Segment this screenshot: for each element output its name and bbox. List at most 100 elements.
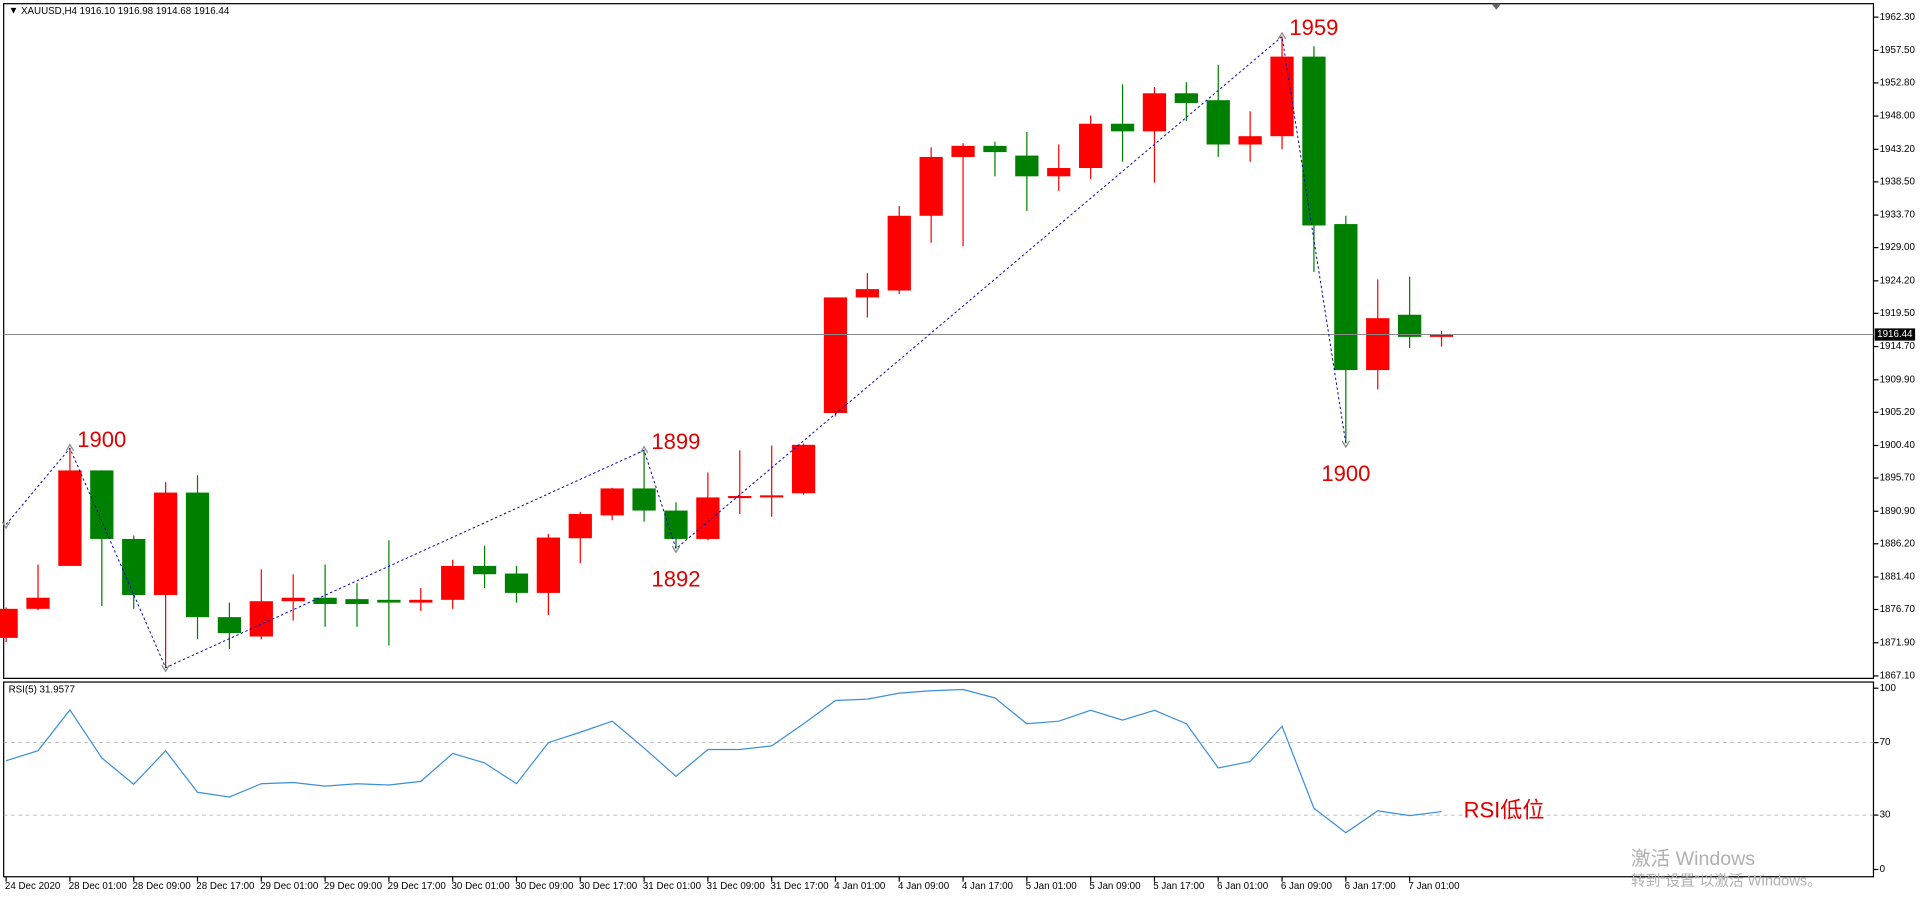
candle-body	[664, 510, 688, 539]
candle-body	[568, 514, 592, 539]
candle-body	[1366, 318, 1390, 371]
candle-body	[919, 156, 943, 216]
candle-body	[760, 495, 784, 498]
y-tick-label: 100	[1880, 683, 1897, 694]
y-tick-label: 70	[1880, 737, 1891, 748]
candle-body	[1238, 136, 1262, 145]
zigzag-arrow	[671, 545, 681, 554]
zigzag-arrow	[1, 521, 11, 530]
candle-body	[472, 565, 497, 575]
price-panel	[3, 3, 1875, 679]
rsi-panel	[3, 681, 1875, 878]
candle-body	[1079, 123, 1103, 169]
y-tick-label: 0	[1880, 864, 1886, 875]
zigzag-arrow	[161, 664, 170, 673]
candle-body	[58, 470, 82, 566]
candle-body	[345, 599, 369, 604]
x-tick-label: 30 Dec 09:00	[515, 881, 574, 892]
candle-body	[855, 289, 879, 298]
candle-body	[1047, 168, 1071, 177]
candle-body	[185, 492, 210, 618]
candle-body	[504, 573, 529, 593]
symbol: XAUUSD,H4	[21, 6, 78, 17]
candle-body	[377, 599, 401, 603]
candle-body	[1334, 224, 1358, 371]
watermark: 转到“设置”以激活 Windows。	[1631, 873, 1822, 890]
y-tick-label: 1914.70	[1880, 341, 1916, 352]
zigzag-label: 1899	[651, 429, 700, 454]
watermark: 激活 Windows	[1631, 848, 1755, 870]
y-tick-label: 1871.90	[1880, 637, 1916, 648]
candle-body	[26, 597, 50, 609]
current-price-box	[1874, 328, 1916, 341]
zigzag-arrow	[1277, 31, 1287, 40]
candle-body	[887, 215, 911, 291]
y-tick-label: 1952.80	[1880, 78, 1916, 89]
y-tick-label: 1890.90	[1880, 506, 1916, 517]
y-tick-label: 1881.40	[1880, 572, 1916, 583]
x-tick-label: 31 Dec 17:00	[770, 881, 829, 892]
candle-body	[1270, 56, 1294, 137]
current-price-label: 1916.44	[1877, 329, 1913, 340]
y-tick-label: 1895.70	[1880, 473, 1916, 484]
y-tick-label: 1943.20	[1880, 144, 1916, 155]
x-tick-label: 28 Dec 17:00	[196, 881, 255, 892]
zigzag-arrow	[1341, 440, 1351, 449]
zigzag-arrow	[65, 443, 75, 452]
x-tick-label: 30 Dec 01:00	[451, 881, 510, 892]
candle-body	[153, 492, 178, 595]
candle-body	[1398, 314, 1422, 337]
header: ▼ XAUUSD,H4 1916.10 1916.98 1914.68 1916…	[9, 6, 230, 17]
y-tick-label: 1886.20	[1880, 538, 1916, 549]
x-tick-label: 29 Dec 09:00	[324, 881, 383, 892]
x-tick-label: 29 Dec 17:00	[388, 881, 447, 892]
rsi-title: RSI(5)	[9, 684, 37, 695]
zigzag	[5, 35, 1347, 669]
x-tick-label: 24 Dec 2020	[5, 881, 61, 892]
y-tick-label: 1924.20	[1880, 275, 1916, 286]
zigzag-label: 1900	[1321, 461, 1370, 486]
candle-body	[1110, 123, 1135, 132]
candle-body	[1429, 334, 1454, 337]
candle-body	[696, 497, 720, 539]
candle-body	[281, 597, 305, 602]
x-tick-label: 6 Jan 17:00	[1345, 881, 1397, 892]
candle-body	[536, 537, 561, 593]
candle-body	[1174, 93, 1198, 103]
y-tick-label: 1929.00	[1880, 242, 1916, 253]
y-tick-label: 1933.70	[1880, 210, 1916, 221]
ohlc: 1916.44	[194, 6, 230, 17]
zigzag-arrow	[639, 445, 649, 454]
y-tick-label: 1876.70	[1880, 604, 1916, 615]
x-tick-label: 31 Dec 01:00	[643, 881, 702, 892]
x-tick-label: 28 Dec 01:00	[69, 881, 128, 892]
candle-body	[632, 488, 656, 511]
y-tick-label: 1905.20	[1880, 407, 1916, 418]
x-tick-label: 7 Jan 01:00	[1408, 881, 1460, 892]
x-tick-label: 5 Jan 17:00	[1153, 881, 1205, 892]
candle-body	[1206, 100, 1230, 145]
x-tick-label: 4 Jan 09:00	[898, 881, 950, 892]
x-tick-label: 4 Jan 01:00	[834, 881, 886, 892]
zigzag-label: 1892	[651, 566, 700, 591]
rsi-line	[5, 688, 1442, 834]
zigzag-label: 1959	[1289, 15, 1338, 40]
y-tick-label: 1957.50	[1880, 45, 1916, 56]
ohlc: 1916.98	[118, 6, 154, 17]
ohlc: 1914.68	[156, 6, 192, 17]
y-tick-label: 30	[1880, 810, 1891, 821]
y-tick-label: 1900.40	[1880, 440, 1916, 451]
annotation: RSI低位	[1464, 797, 1545, 822]
zigzag-label: 1900	[77, 427, 126, 452]
y-tick-label: 1867.10	[1880, 671, 1916, 682]
x-tick-label: 30 Dec 17:00	[579, 881, 638, 892]
candle-body	[1302, 56, 1326, 226]
rsi-header: RSI(5) 31.9577	[9, 684, 75, 695]
candle-body	[249, 601, 273, 637]
candle-body	[122, 538, 146, 595]
y-tick-label: 1919.50	[1880, 308, 1916, 319]
candle-body	[217, 617, 242, 634]
x-tick-label: 31 Dec 09:00	[707, 881, 766, 892]
candle-body	[823, 297, 848, 413]
